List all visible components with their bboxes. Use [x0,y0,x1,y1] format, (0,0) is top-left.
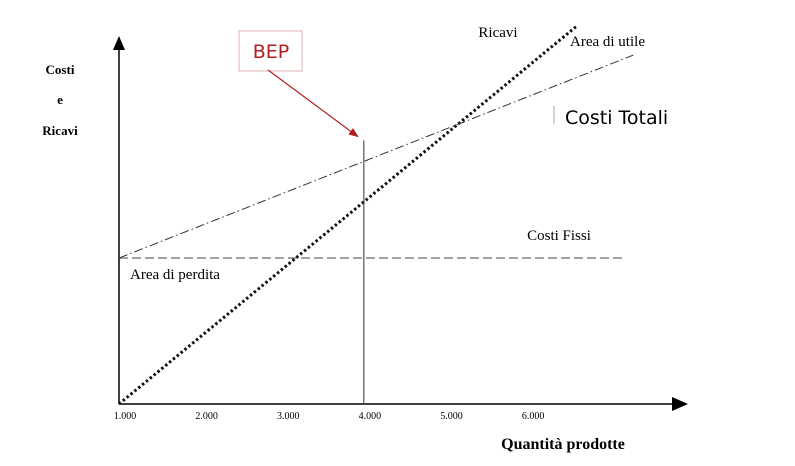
x-tick-label: 3.000 [277,411,300,422]
costi-fissi-label: Costi Fissi [527,228,591,244]
ricavi-label: Ricavi [478,25,517,41]
y-label-line-2: e [57,92,63,107]
area-di-utile-label: Area di utile [570,34,645,50]
y-label-line-1: Costi [46,62,75,77]
x-tick-labels: 1.000 2.000 3.000 4.000 5.000 6.000 [114,411,545,422]
y-axis-label: Costi e Ricavi [42,62,78,138]
series-line-costi-totali [118,54,634,259]
bep-label-box [238,30,303,72]
x-tick-label: 2.000 [195,411,218,422]
x-axis-arrow [672,397,688,411]
bep-label: BEP [253,41,290,63]
y-axis-arrow [113,36,125,50]
x-tick-label: 5.000 [440,411,463,422]
x-tick-label: 1.000 [114,411,137,422]
x-tick-label: 4.000 [359,411,382,422]
series-layer [118,25,634,406]
x-tick-label: 6.000 [522,411,545,422]
y-label-line-3: Ricavi [42,123,78,138]
costi-totali-label: Costi Totali [565,107,668,129]
bep-arrow [267,69,359,138]
area-di-perdita-label: Area di perdita [130,267,220,283]
series-line-ricavi [118,25,578,406]
x-axis-label: Quantità prodotte [501,436,625,453]
